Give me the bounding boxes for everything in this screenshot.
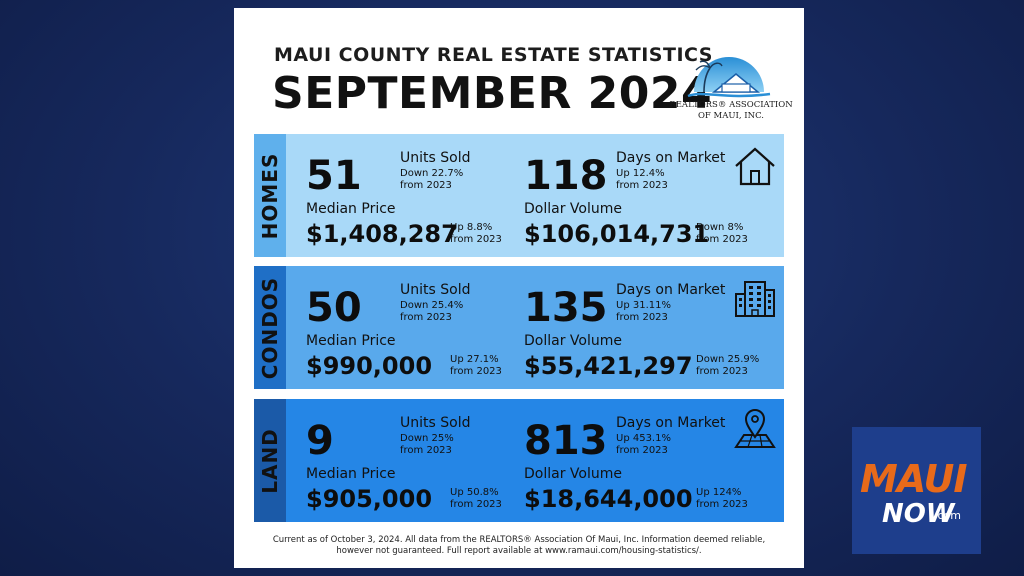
homes-dom-label: Days on Market [616, 150, 726, 166]
realtors-logo-icon [687, 57, 771, 98]
land-units-sold-label: Units Sold [400, 415, 471, 431]
homes-panel: HOMES 51 Units Sold Down 22.7% from 2023… [254, 134, 784, 257]
condos-units-sold-label: Units Sold [400, 282, 471, 298]
homes-dom-from: from 2023 [616, 180, 668, 191]
land-median-change: Up 50.8% [450, 487, 499, 498]
com-logo-text: .com [934, 509, 961, 522]
land-volume-change: Up 124% [696, 487, 742, 498]
condos-dom: 135 [524, 285, 608, 331]
land-units-from: from 2023 [400, 445, 452, 456]
condos-units-from: from 2023 [400, 312, 452, 323]
land-median-from: from 2023 [450, 499, 502, 510]
homes-median-change: Up 8.8% [450, 222, 493, 233]
condos-panel: CONDOS 50 Units Sold Down 25.4% from 202… [254, 266, 784, 389]
homes-median-label: Median Price [306, 201, 396, 217]
condos-median-from: from 2023 [450, 366, 502, 377]
maui-now-logo: MAUI NOW .com [852, 427, 981, 554]
logo-text: REALTORS® ASSOCIATION OF MAUI, INC. [669, 100, 793, 121]
land-median-price: $905,000 [306, 485, 433, 513]
condos-units-sold: 50 [306, 285, 362, 331]
page-subtitle: MAUI COUNTY REAL ESTATE STATISTICS [274, 44, 713, 66]
homes-volume-label: Dollar Volume [524, 201, 622, 217]
condos-volume-change: Down 25.9% [696, 354, 760, 365]
land-units-sold: 9 [306, 418, 334, 464]
house-icon [735, 147, 775, 186]
homes-volume-from: from 2023 [696, 234, 748, 245]
condos-median-change: Up 27.1% [450, 354, 499, 365]
land-median-label: Median Price [306, 466, 396, 482]
land-units-change: Down 25% [400, 433, 454, 444]
homes-units-change: Down 22.7% [400, 168, 464, 179]
stats-card: MAUI COUNTY REAL ESTATE STATISTICS SEPTE… [234, 8, 804, 568]
land-volume: $18,644,000 [524, 485, 693, 513]
homes-units-sold: 51 [306, 153, 362, 199]
condos-volume: $55,421,297 [524, 352, 693, 380]
land-volume-label: Dollar Volume [524, 466, 622, 482]
homes-units-from: from 2023 [400, 180, 452, 191]
homes-side-label: HOMES [254, 134, 286, 257]
land-dom-label: Days on Market [616, 415, 726, 431]
condos-side-label: CONDOS [254, 266, 286, 389]
now-logo-text: NOW [882, 499, 955, 529]
condos-units-change: Down 25.4% [400, 300, 464, 311]
page-title: SEPTEMBER 2024 [272, 68, 713, 119]
homes-median-price: $1,408,287 [306, 220, 458, 248]
condos-median-price: $990,000 [306, 352, 433, 380]
condos-median-label: Median Price [306, 333, 396, 349]
condos-volume-from: from 2023 [696, 366, 748, 377]
homes-volume: $106,014,731 [524, 220, 710, 248]
map-pin-icon [734, 409, 776, 448]
condos-dom-change: Up 31.11% [616, 300, 671, 311]
homes-units-sold-label: Units Sold [400, 150, 471, 166]
land-volume-from: from 2023 [696, 499, 748, 510]
land-dom-from: from 2023 [616, 445, 668, 456]
homes-volume-change: Down 8% [696, 222, 744, 233]
land-dom: 813 [524, 418, 608, 464]
condos-volume-label: Dollar Volume [524, 333, 622, 349]
condos-dom-from: from 2023 [616, 312, 668, 323]
maui-logo-text: MAUI [860, 457, 968, 501]
building-icon [735, 281, 775, 317]
condos-dom-label: Days on Market [616, 282, 726, 298]
land-panel: LAND 9 Units Sold Down 25% from 2023 813… [254, 399, 784, 522]
homes-dom-change: Up 12.4% [616, 168, 665, 179]
homes-median-from: from 2023 [450, 234, 502, 245]
homes-dom: 118 [524, 153, 608, 199]
land-side-label: LAND [254, 399, 286, 522]
land-dom-change: Up 453.1% [616, 433, 671, 444]
footer-note: Current as of October 3, 2024. All data … [272, 535, 766, 556]
